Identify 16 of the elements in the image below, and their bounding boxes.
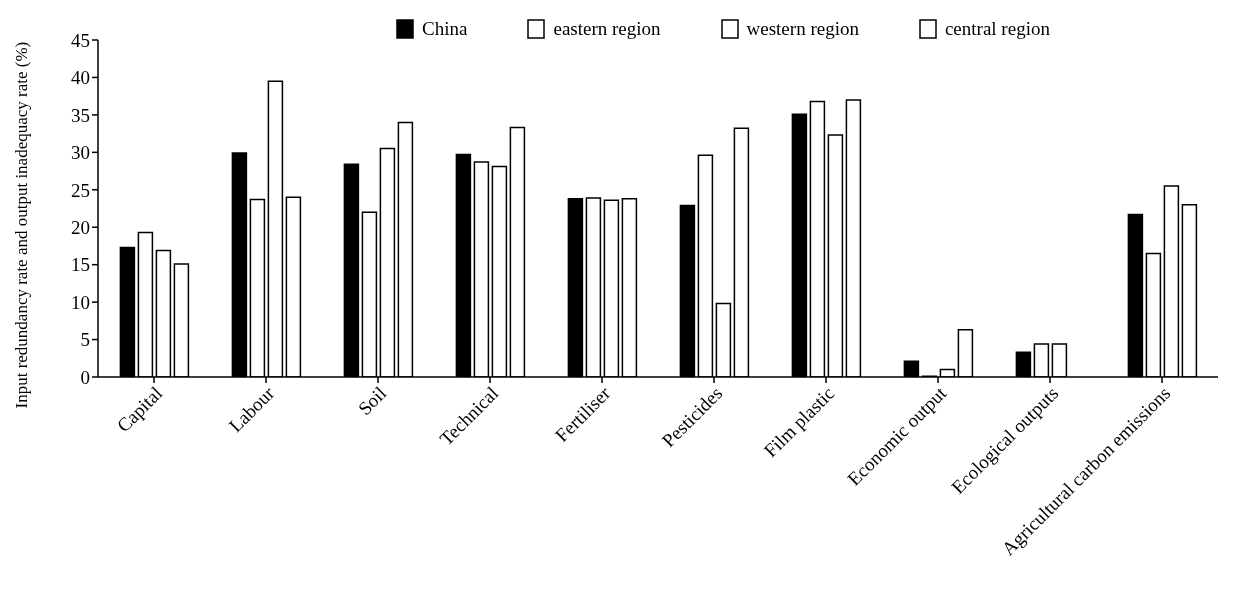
y-tick-label: 20 xyxy=(71,216,90,238)
y-tick-label: 45 xyxy=(71,29,90,51)
y-tick-label: 15 xyxy=(71,254,90,276)
y-axis-title: Input redundancy rate and output inadequacy rate (%) xyxy=(12,41,32,409)
y-tick-label: 10 xyxy=(71,291,90,313)
legend-label: eastern region xyxy=(552,18,661,40)
legend-label: western region xyxy=(745,18,859,40)
y-tick-label: 25 xyxy=(71,179,90,201)
y-tick-label: 35 xyxy=(71,104,90,126)
legend-label: China xyxy=(421,18,468,40)
legend-label: central region xyxy=(943,18,1050,40)
y-tick-label: 30 xyxy=(71,142,90,164)
y-tick-label: 0 xyxy=(80,366,90,388)
y-tick-label: 5 xyxy=(80,329,90,351)
y-tick-label: 40 xyxy=(71,67,90,89)
x-tick-label: Soil xyxy=(353,382,391,420)
